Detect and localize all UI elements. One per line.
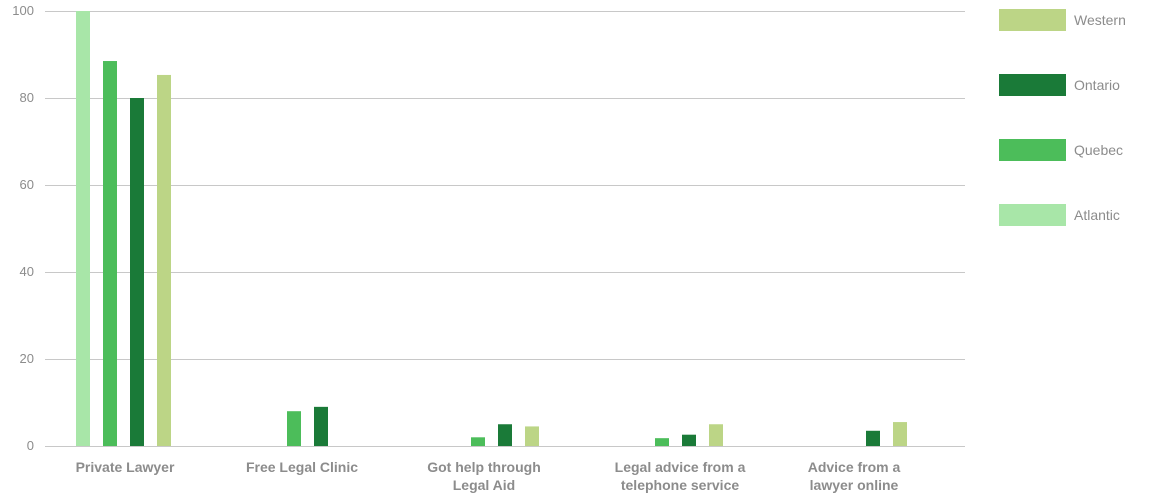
bars [76,11,907,447]
legend[interactable]: Western Ontario Quebec Atlantic [999,9,1126,226]
bar-quebec-0[interactable] [103,61,117,447]
bar-atlantic-0[interactable] [76,11,90,446]
bar-western-3[interactable] [709,424,723,446]
x-category-label: lawyer online [810,477,899,493]
bar-quebec-3[interactable] [655,438,669,446]
x-category-label: Advice from a [808,459,901,475]
bar-western-4[interactable] [893,422,907,446]
y-axis: 0 20 40 60 80 100 [12,3,34,453]
bar-western-2[interactable] [525,426,539,446]
bar-ontario-2[interactable] [498,424,512,446]
legend-label: Ontario [1074,77,1120,93]
bar-ontario-0[interactable] [130,98,144,446]
legend-swatch [999,204,1066,226]
x-axis: Private Lawyer Free Legal Clinic Got help … [76,459,901,493]
legend-item-quebec[interactable]: Quebec [999,139,1123,161]
x-category-label: telephone service [621,477,739,493]
gridlines [45,11,965,447]
legend-label: Western [1074,12,1126,28]
y-tick-label: 80 [20,90,34,105]
legend-item-western[interactable]: Western [999,9,1126,31]
y-tick-label: 20 [20,351,34,366]
x-category-label: Free Legal Clinic [246,459,358,475]
bar-ontario-1[interactable] [314,406,328,446]
bar-western-0[interactable] [157,74,171,446]
legend-swatch [999,139,1066,161]
bar-quebec-1[interactable] [287,411,301,446]
x-category-label: Legal Aid [453,477,516,493]
legend-swatch [999,74,1066,96]
legend-item-atlantic[interactable]: Atlantic [999,204,1120,226]
y-tick-label: 0 [27,438,34,453]
legend-label: Quebec [1074,142,1123,158]
bar-quebec-2[interactable] [471,437,485,446]
y-tick-label: 100 [12,3,34,18]
x-category-label: Got help through [427,459,541,475]
legend-item-ontario[interactable]: Ontario [999,74,1120,96]
legend-label: Atlantic [1074,207,1120,223]
x-category-label: Legal advice from a [615,459,746,475]
y-tick-label: 60 [20,177,34,192]
y-tick-label: 40 [20,264,34,279]
bar-ontario-3[interactable] [682,434,696,446]
bar-ontario-4[interactable] [866,430,880,446]
x-category-label: Private Lawyer [76,459,175,475]
legend-swatch [999,9,1066,31]
